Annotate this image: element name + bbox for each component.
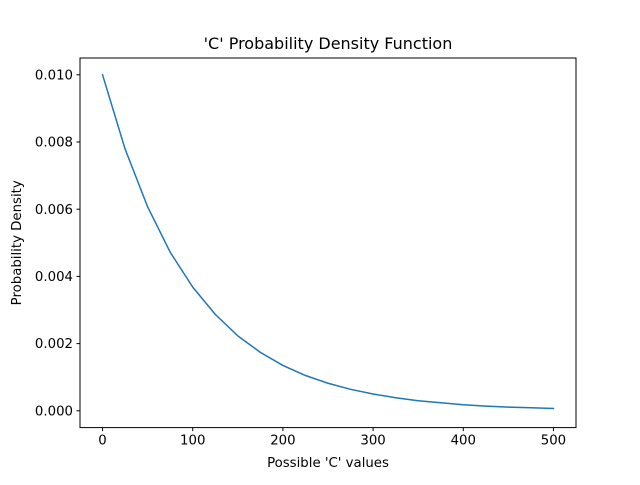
x-tick-label: 0: [98, 434, 106, 449]
x-tick-label: 100: [180, 434, 205, 449]
x-tick-label: 200: [270, 434, 295, 449]
y-tick-label: 0.010: [35, 68, 73, 83]
y-tick-label: 0.000: [35, 404, 73, 419]
plot-frame: [79, 57, 577, 429]
y-axis-label: Probability Density: [10, 180, 25, 305]
x-tick-label: 400: [451, 434, 476, 449]
x-axis-label: Possible 'C' values: [267, 456, 389, 471]
y-tick-label: 0.006: [35, 203, 73, 218]
x-tick-label: 300: [360, 434, 385, 449]
x-tick-label: 500: [541, 434, 566, 449]
series-layer: [101, 73, 555, 410]
ticks-layer: 0 100 200 300 400 500 0.000 0.002 0.004 0.006 0.00…: [35, 68, 566, 448]
series-line-0: [101, 73, 555, 410]
y-tick-label: 0.008: [35, 136, 73, 151]
y-tick-label: 0.004: [35, 270, 73, 285]
y-tick-label: 0.002: [35, 337, 73, 352]
chart-title: 'C' Probability Density Function: [204, 34, 453, 53]
